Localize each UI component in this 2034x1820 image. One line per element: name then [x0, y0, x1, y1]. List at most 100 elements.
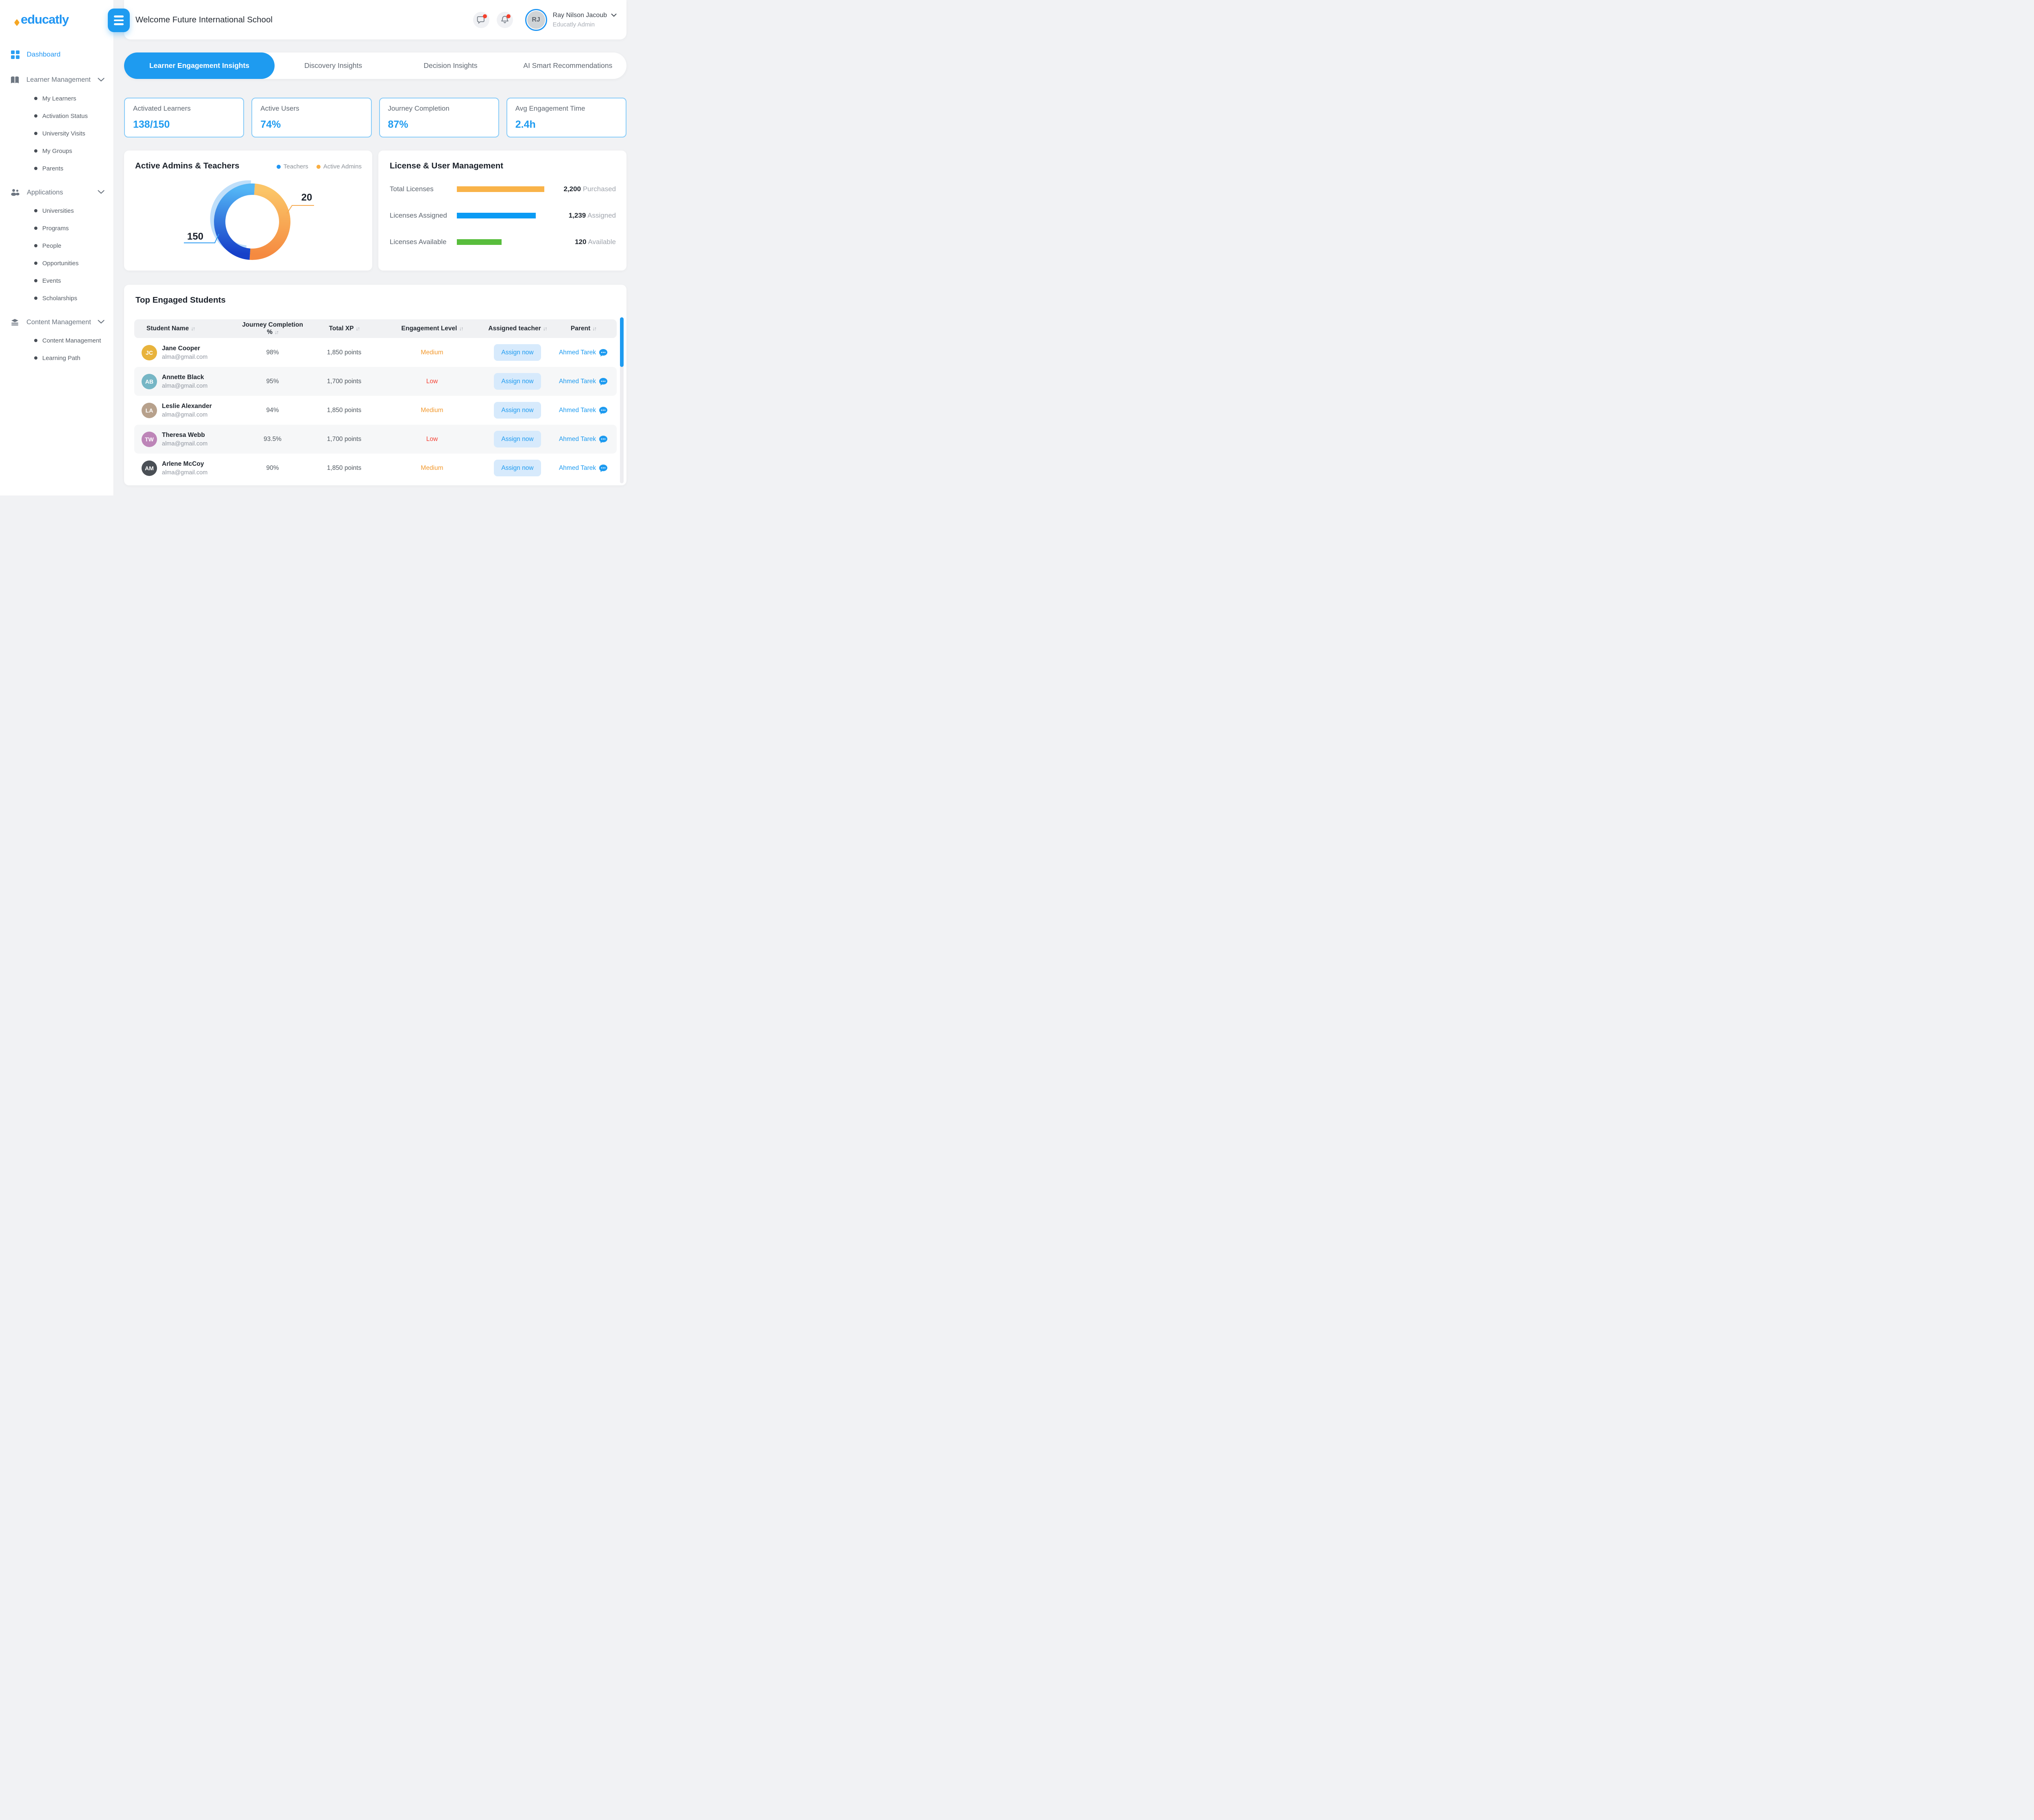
sidebar-item-learning-path[interactable]: Learning Path — [0, 349, 113, 367]
column-parent[interactable]: Parent ↓↑ — [570, 325, 597, 332]
chart-legend: Teachers Active Admins — [276, 163, 362, 170]
license-user-management-card: License & User Management Total Licenses… — [378, 151, 626, 271]
bullet-icon — [34, 279, 37, 282]
stat-activated-learners: Activated Learners 138/150 — [124, 98, 244, 137]
table-scrollbar-track[interactable] — [620, 317, 624, 483]
parent-cell[interactable]: Ahmed Tarek — [550, 406, 617, 415]
sort-icon: ↓↑ — [543, 325, 548, 332]
sidebar-item-events[interactable]: Events — [0, 272, 113, 290]
avatar: AB — [142, 373, 157, 389]
legend-dot — [276, 164, 281, 169]
sidebar-item-content-management[interactable]: Content Management — [0, 332, 113, 349]
sidebar-item-my-learners[interactable]: My Learners — [0, 90, 113, 107]
student-cell: AM Arlene McCoy alma@gmail.com — [134, 460, 236, 476]
bullet-icon — [34, 97, 37, 100]
student-email: alma@gmail.com — [162, 440, 208, 447]
tab-learner-engagement-insights[interactable]: Learner Engagement Insights — [124, 52, 275, 79]
page-title: Welcome Future International School — [135, 15, 273, 24]
tab-decision-insights[interactable]: Decision Insights — [423, 61, 478, 70]
assign-now-button[interactable]: Assign now — [494, 460, 541, 476]
avatar: LA — [142, 402, 157, 418]
messages-button[interactable] — [473, 11, 489, 28]
leader-line-teachers — [184, 234, 219, 243]
logo-diamond-icon — [14, 19, 20, 26]
sidebar-item-people[interactable]: People — [0, 237, 113, 255]
column-student-name[interactable]: Student Name ↓↑ — [146, 325, 195, 332]
sidebar-section-header-content-management[interactable]: Content Management — [0, 319, 113, 326]
donut-segment-teachers[interactable] — [214, 183, 255, 260]
sidebar-section-applications: Applications Universities Programs Peopl… — [0, 189, 113, 307]
sidebar-toggle-button[interactable] — [108, 9, 130, 32]
engagement-level: Low — [426, 378, 438, 385]
table-scrollbar-thumb[interactable] — [620, 317, 624, 367]
student-name: Annette Black — [162, 373, 204, 381]
parent-link[interactable]: Ahmed Tarek — [559, 435, 596, 443]
legend-dot — [316, 164, 321, 169]
student-cell: TW Theresa Webb alma@gmail.com — [134, 431, 236, 447]
sidebar-item-my-groups[interactable]: My Groups — [0, 142, 113, 160]
sidebar-item-opportunities[interactable]: Opportunities — [0, 255, 113, 272]
sidebar-item-scholarships[interactable]: Scholarships — [0, 290, 113, 307]
sort-icon: ↓↑ — [274, 329, 279, 335]
tab-ai-smart-recommendations[interactable]: AI Smart Recommendations — [523, 61, 613, 70]
top-engaged-students-card: Top Engaged Students Student Name ↓↑ Jour… — [124, 285, 626, 485]
license-value: 120 Available — [575, 238, 616, 246]
user-avatar[interactable]: RJ — [525, 9, 547, 31]
total-xp: 1,850 points — [327, 464, 362, 471]
column-assigned-teacher[interactable]: Assigned teacher ↓↑ — [488, 325, 548, 332]
engagement-level: Low — [426, 435, 438, 443]
sidebar-item-programs[interactable]: Programs — [0, 220, 113, 237]
parent-link[interactable]: Ahmed Tarek — [559, 378, 596, 385]
sort-icon: ↓↑ — [191, 325, 195, 332]
sidebar-item-universities[interactable]: Universities — [0, 202, 113, 220]
parent-link[interactable]: Ahmed Tarek — [559, 349, 596, 356]
bullet-icon — [34, 209, 37, 212]
avatar: AM — [142, 460, 157, 476]
journey-completion: 98% — [266, 349, 279, 356]
sidebar-section-header-applications[interactable]: Applications — [0, 189, 113, 196]
column-engagement-level[interactable]: Engagement Level ↓↑ — [401, 325, 464, 332]
sidebar-item-university-visits[interactable]: University Visits — [0, 125, 113, 142]
parent-cell[interactable]: Ahmed Tarek — [550, 349, 617, 357]
sidebar-item-dashboard[interactable]: Dashboard — [0, 50, 113, 59]
sidebar-section-header-learner-management[interactable]: Learner Management — [0, 76, 113, 84]
parent-link[interactable]: Ahmed Tarek — [559, 406, 596, 414]
bullet-icon — [34, 132, 37, 135]
parent-cell[interactable]: Ahmed Tarek — [550, 435, 617, 443]
chevron-down-icon — [98, 319, 105, 326]
student-cell: JC Jane Cooper alma@gmail.com — [134, 345, 236, 360]
assign-now-button[interactable]: Assign now — [494, 373, 541, 390]
student-name: Arlene McCoy — [162, 460, 204, 467]
column-journey-completion[interactable]: Journey Completion % ↓↑ — [242, 321, 303, 336]
license-row-available: Licenses Available 120 Available — [390, 238, 616, 246]
stat-active-users: Active Users 74% — [251, 98, 372, 137]
avatar: JC — [142, 345, 157, 360]
column-total-xp[interactable]: Total XP ↓↑ — [329, 325, 360, 332]
chart-title: Active Admins & Teachers — [135, 161, 240, 170]
assign-now-button[interactable]: Assign now — [494, 431, 541, 447]
total-xp: 1,850 points — [327, 406, 362, 414]
assign-now-button[interactable]: Assign now — [494, 402, 541, 419]
table-row: LA Leslie Alexander alma@gmail.com 94% 1… — [134, 396, 617, 425]
parent-link[interactable]: Ahmed Tarek — [559, 464, 596, 471]
bullet-icon — [34, 114, 37, 118]
assign-now-button[interactable]: Assign now — [494, 344, 541, 361]
sidebar-section-content-management: Content Management Content Management Le… — [0, 319, 113, 367]
user-menu[interactable]: Ray Nilson Jacoub Educatly Admin — [553, 12, 617, 28]
sidebar-section-label: Learner Management — [26, 76, 91, 83]
parent-cell[interactable]: Ahmed Tarek — [550, 464, 617, 472]
sidebar-item-parents[interactable]: Parents — [0, 160, 113, 177]
sidebar-item-activation-status[interactable]: Activation Status — [0, 107, 113, 125]
donut-value-admins: 20 — [301, 192, 312, 203]
chevron-down-icon — [98, 189, 105, 196]
bullet-icon — [34, 149, 37, 153]
sidebar-section-learner-management: Learner Management My Learners Activatio… — [0, 76, 113, 177]
chat-bubble-icon — [599, 435, 608, 443]
legend-active-admins: Active Admins — [316, 163, 362, 170]
notifications-button[interactable] — [496, 11, 513, 28]
donut-segment-active-admins[interactable] — [249, 183, 290, 260]
tab-discovery-insights[interactable]: Discovery Insights — [304, 61, 362, 70]
chat-bubble-icon — [599, 349, 608, 356]
sidebar-nav: Dashboard Learner Management My Learners… — [0, 50, 113, 367]
parent-cell[interactable]: Ahmed Tarek — [550, 378, 617, 386]
